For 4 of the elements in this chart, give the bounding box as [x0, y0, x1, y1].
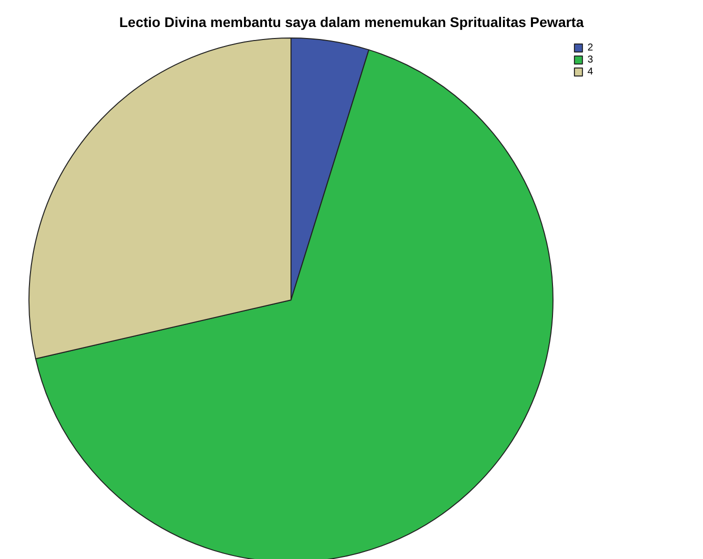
- chart-title: Lectio Divina membantu saya dalam menemukan Spritualitas Pewarta: [119, 14, 584, 30]
- legend-label: 3: [587, 54, 594, 66]
- legend-label: 4: [587, 66, 594, 78]
- legend-label: 2: [587, 42, 594, 54]
